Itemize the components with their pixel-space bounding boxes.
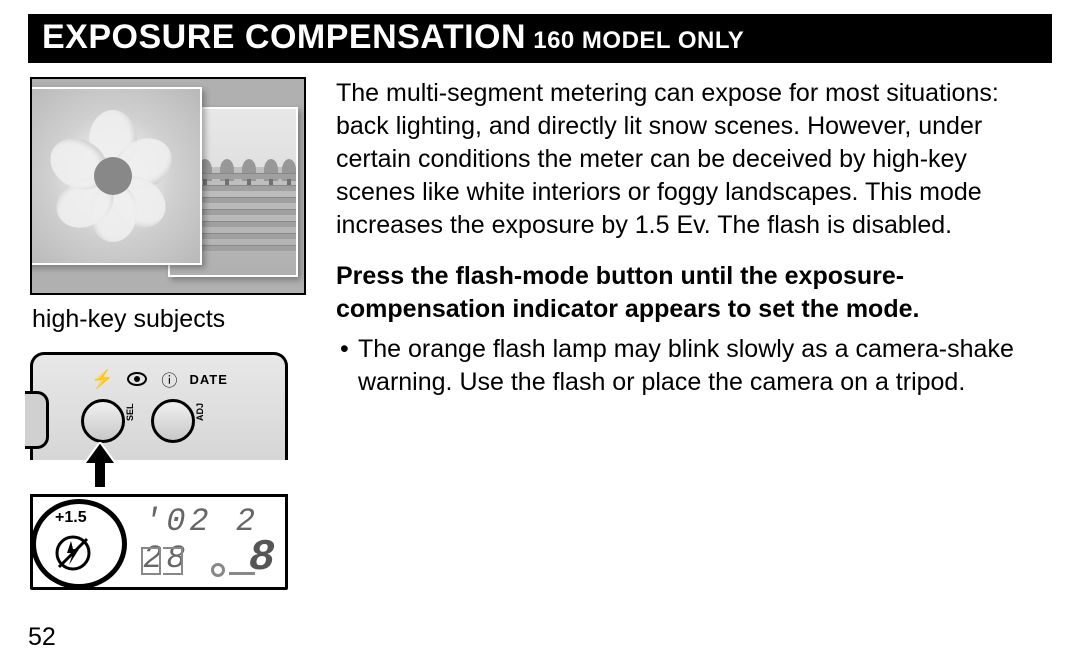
page-number: 52 [28,623,56,652]
left-column: high-key subjects ⚡ ⓘ DATE SEL ADJ [28,77,306,590]
lcd-panel: +1.5 '02 2 28 8 [30,494,288,590]
redeye-icon [127,372,147,386]
selftimer-icon: ⓘ [161,367,175,391]
sel-label: SEL [125,403,135,421]
instruction-text: Press the flash-mode button until the ex… [336,260,1052,325]
bullet-dot-icon: • [336,333,358,398]
date-label: DATE [189,372,227,387]
dial-icon [25,391,49,449]
photo-caption: high-key subjects [32,305,306,334]
camera-top-diagram: ⚡ ⓘ DATE SEL ADJ [30,352,288,492]
lcd-cartridge-icon [211,563,225,577]
camera-button-row: SEL ADJ [81,399,195,443]
example-photo-frame [30,77,306,295]
exposure-indicator: +1.5 [55,509,87,527]
sel-button: SEL [81,399,125,443]
camera-body: ⚡ ⓘ DATE SEL ADJ [30,352,288,460]
lcd-frame-boxes [141,547,183,575]
content-row: high-key subjects ⚡ ⓘ DATE SEL ADJ [28,77,1052,590]
right-column: The multi-segment metering can expose fo… [336,77,1052,590]
camera-icon-row: ⚡ ⓘ DATE [91,367,228,391]
adj-button: ADJ [151,399,195,443]
title-main: EXPOSURE COMPENSATION [42,18,526,56]
flash-icon: ⚡ [91,369,113,390]
bullet-item: • The orange flash lamp may blink slowly… [336,333,1052,398]
title-sub: 160 MODEL ONLY [526,27,744,54]
flash-off-icon [51,531,95,575]
intro-paragraph: The multi-segment metering can expose fo… [336,77,1052,242]
adj-label: ADJ [195,403,205,421]
lcd-counter: 8 [249,533,275,583]
flower-photo [30,87,202,265]
title-bar: EXPOSURE COMPENSATION 160 MODEL ONLY [28,14,1052,63]
arrow-up-icon [82,442,118,495]
bullet-text: The orange flash lamp may blink slowly a… [358,333,1052,398]
